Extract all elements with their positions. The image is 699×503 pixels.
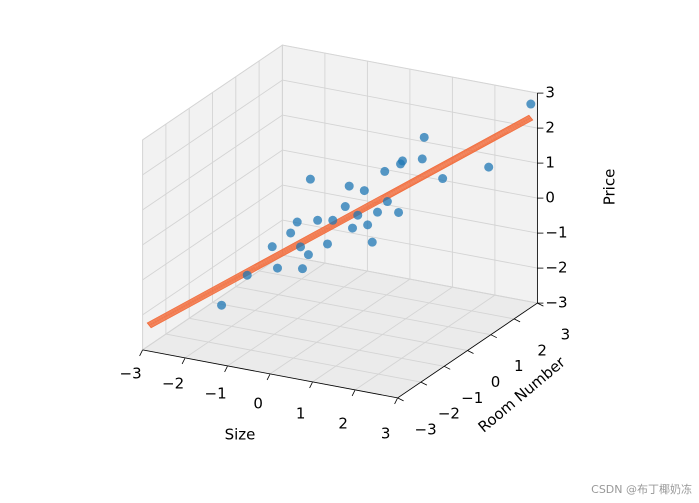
grid-line [212,302,468,351]
z-tick-label: 3 [545,84,555,102]
grid-line [282,79,538,129]
surface-mesh [150,119,533,328]
point [340,202,350,212]
tick-mark [490,334,497,339]
grid-line [282,44,538,94]
tick-mark [397,397,404,402]
point [322,239,332,249]
point [382,197,392,207]
surface-mesh [149,118,532,327]
point [363,220,373,230]
point [484,162,494,172]
point [292,217,302,227]
tick-mark [309,381,313,389]
point [348,223,358,233]
y-tick-label: −2 [438,405,460,423]
point [438,174,448,184]
point [303,250,313,260]
grid-line [282,149,538,199]
y-tick-label: 1 [514,357,524,375]
grid-line [142,44,283,141]
surface-mesh [149,118,532,327]
point [398,156,408,166]
surface-mesh [147,115,530,324]
point [328,215,338,225]
point [217,300,227,310]
tick-mark [139,349,143,357]
grid-line [282,184,538,234]
point [296,242,306,252]
point [380,166,390,176]
x-tick-label: −1 [205,384,227,402]
grid-line [142,114,283,211]
grid-line [142,79,283,176]
tick-mark [467,350,474,354]
z-tick-label: 0 [545,189,555,207]
grid-line [282,254,538,304]
grid-line [165,333,421,383]
z-axis-label: Price [601,169,619,206]
y-axis-line [397,302,538,399]
x-tick-label: 0 [253,394,263,412]
surface-mesh [148,116,531,325]
x-axis-label: Size [225,426,256,444]
tick-mark [420,381,428,386]
tick-mark [537,302,544,307]
surface-mesh [149,117,531,326]
point [359,186,369,196]
x-axis-line [142,349,398,399]
tick-mark [394,397,398,405]
tick-mark [224,365,228,373]
x-tick-label: 2 [338,414,348,432]
point [373,207,383,217]
y-tick-label: −1 [461,389,483,407]
tick-mark [513,318,521,323]
watermark: CSDN @布丁椰奶冻 [591,482,692,496]
y-tick-label: 3 [561,326,571,344]
point [242,270,252,280]
point [272,263,282,273]
tick-mark [444,365,451,370]
tick-mark [181,357,186,365]
x-tick-label: 1 [296,404,306,422]
z-tick-label: −2 [545,259,567,277]
point [344,181,354,191]
point [526,99,536,109]
y-tick-label: 2 [537,341,547,359]
z-tick-label: 2 [545,119,555,137]
grid-line [142,254,283,351]
grid-line [142,219,283,316]
point [267,242,277,252]
point [297,264,307,274]
tick-mark [266,373,271,381]
grid-line [142,184,283,281]
point [417,154,427,164]
grid-line [142,149,283,246]
grid-line [235,286,491,336]
grid-line [282,114,538,164]
z-tick-label: 1 [545,154,555,172]
tick-mark [351,389,356,397]
z-tick-label: −1 [545,224,567,242]
y-tick-label: −3 [415,420,437,438]
z-tick-label: −3 [545,294,567,312]
x-tick-label: 3 [381,424,391,442]
x-tick-label: −2 [162,374,184,392]
point [419,132,429,142]
point [305,174,315,184]
point [286,228,296,238]
point [394,207,404,217]
point [367,237,377,247]
point [353,210,363,220]
grid-line [259,270,515,320]
x-tick-label: −3 [120,364,142,382]
grid-line [189,317,445,367]
y-tick-label: 0 [491,373,501,391]
point [313,215,323,225]
surface-mesh [148,116,531,325]
